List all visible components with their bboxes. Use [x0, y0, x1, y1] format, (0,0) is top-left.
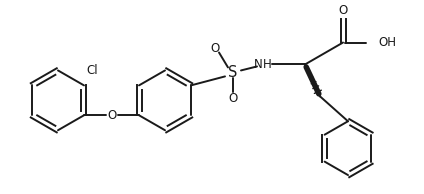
Text: O: O: [229, 92, 237, 105]
Text: OH: OH: [378, 36, 396, 49]
Text: O: O: [210, 42, 220, 55]
Text: S: S: [228, 65, 238, 80]
Text: H: H: [262, 58, 271, 71]
Text: Cl: Cl: [86, 64, 98, 77]
Text: N: N: [254, 58, 262, 71]
Text: O: O: [338, 4, 348, 17]
Text: O: O: [107, 109, 116, 122]
